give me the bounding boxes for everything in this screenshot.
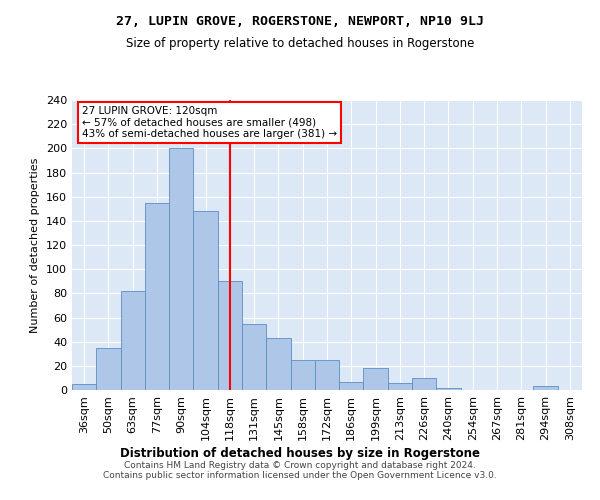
- Bar: [339, 382, 364, 390]
- Bar: [121, 291, 145, 390]
- Bar: [315, 360, 339, 390]
- Bar: [193, 211, 218, 390]
- Text: Size of property relative to detached houses in Rogerstone: Size of property relative to detached ho…: [126, 38, 474, 51]
- Bar: [436, 388, 461, 390]
- Bar: [533, 386, 558, 390]
- Bar: [72, 384, 96, 390]
- Bar: [242, 324, 266, 390]
- Bar: [169, 148, 193, 390]
- Bar: [364, 368, 388, 390]
- Y-axis label: Number of detached properties: Number of detached properties: [31, 158, 40, 332]
- Bar: [412, 378, 436, 390]
- Bar: [290, 360, 315, 390]
- Text: Distribution of detached houses by size in Rogerstone: Distribution of detached houses by size …: [120, 448, 480, 460]
- Text: 27 LUPIN GROVE: 120sqm
← 57% of detached houses are smaller (498)
43% of semi-de: 27 LUPIN GROVE: 120sqm ← 57% of detached…: [82, 106, 337, 139]
- Bar: [388, 383, 412, 390]
- Bar: [218, 281, 242, 390]
- Text: 27, LUPIN GROVE, ROGERSTONE, NEWPORT, NP10 9LJ: 27, LUPIN GROVE, ROGERSTONE, NEWPORT, NP…: [116, 15, 484, 28]
- Bar: [96, 348, 121, 390]
- Text: Contains HM Land Registry data © Crown copyright and database right 2024.
Contai: Contains HM Land Registry data © Crown c…: [103, 460, 497, 480]
- Bar: [266, 338, 290, 390]
- Bar: [145, 202, 169, 390]
